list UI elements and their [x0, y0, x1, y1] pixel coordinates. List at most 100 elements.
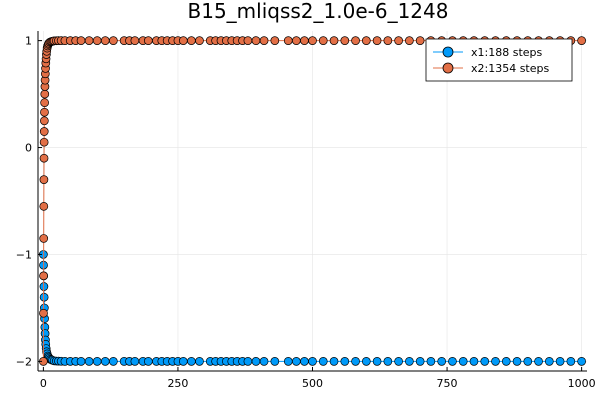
- y-tick-label: 0: [25, 142, 32, 155]
- series-layer: [39, 36, 586, 366]
- data-point: [308, 357, 317, 366]
- data-point: [469, 357, 479, 366]
- data-point: [351, 357, 360, 366]
- data-point: [292, 36, 301, 45]
- data-point: [270, 36, 280, 45]
- data-point: [243, 357, 253, 366]
- data-point: [259, 357, 269, 366]
- data-point: [130, 36, 140, 45]
- series-1: [39, 250, 586, 366]
- data-point: [84, 357, 94, 366]
- data-point: [292, 357, 301, 366]
- data-point: [480, 357, 490, 366]
- chart-title: B15_mliqss2_1.0e-6_1248: [188, 0, 449, 23]
- data-point: [383, 36, 393, 45]
- data-point: [187, 36, 196, 45]
- data-point: [437, 357, 447, 366]
- data-point: [92, 36, 102, 45]
- data-point: [300, 357, 309, 366]
- data-point: [340, 36, 350, 45]
- data-point: [143, 357, 153, 366]
- data-point: [283, 357, 293, 366]
- data-point: [39, 175, 49, 184]
- data-point: [39, 116, 49, 126]
- data-point: [426, 357, 436, 366]
- axes: [37, 31, 587, 372]
- data-point: [308, 36, 317, 45]
- x-tick-label: 250: [167, 377, 188, 390]
- data-point: [415, 357, 425, 366]
- data-point: [361, 36, 371, 45]
- data-point: [318, 357, 328, 366]
- data-point: [92, 357, 102, 366]
- data-point: [108, 357, 118, 366]
- data-point: [523, 357, 533, 366]
- x-tick-label: 500: [302, 377, 323, 390]
- grid: [38, 31, 587, 371]
- data-point: [501, 357, 511, 366]
- data-point: [415, 36, 425, 45]
- data-point: [40, 107, 49, 117]
- legend-marker-x1: [442, 46, 454, 58]
- data-point: [270, 357, 280, 366]
- data-point: [372, 357, 382, 366]
- data-point: [39, 271, 48, 281]
- data-point: [383, 357, 393, 366]
- data-point: [405, 357, 414, 366]
- data-point: [577, 36, 586, 45]
- data-point: [340, 357, 350, 366]
- data-point: [300, 36, 309, 45]
- data-point: [458, 357, 468, 366]
- data-point: [405, 36, 414, 45]
- data-point: [577, 357, 586, 366]
- data-point: [76, 357, 86, 366]
- data-point: [143, 36, 153, 45]
- data-point: [76, 36, 86, 45]
- data-point: [251, 36, 261, 45]
- y-tick-label: −2: [16, 355, 32, 368]
- data-point: [84, 36, 94, 45]
- data-point: [39, 234, 49, 243]
- x-tick-label: 750: [437, 377, 458, 390]
- data-point: [555, 357, 565, 366]
- data-point: [178, 357, 188, 366]
- data-point: [259, 36, 269, 45]
- data-point: [39, 127, 49, 136]
- data-point: [100, 357, 110, 366]
- data-point: [329, 36, 339, 45]
- data-point: [491, 357, 500, 366]
- legend-label-x2: x2:1354 steps: [471, 62, 549, 75]
- data-point: [283, 36, 293, 45]
- data-point: [361, 357, 371, 366]
- data-point: [394, 36, 403, 45]
- data-point: [130, 357, 140, 366]
- data-point: [39, 202, 49, 211]
- data-point: [178, 36, 188, 45]
- data-point: [329, 357, 339, 366]
- data-point: [544, 357, 554, 366]
- y-tick-label: 1: [25, 35, 32, 48]
- legend-entry-x2: x2:1354 steps: [433, 62, 549, 75]
- data-point: [372, 36, 382, 45]
- data-point: [448, 357, 457, 366]
- data-point: [243, 36, 253, 45]
- x-tick-label: 1000: [568, 377, 596, 390]
- data-point: [40, 89, 50, 99]
- data-point: [566, 357, 576, 366]
- data-point: [100, 36, 110, 45]
- data-point: [351, 36, 360, 45]
- data-point: [108, 36, 118, 45]
- legend-box: [425, 38, 573, 82]
- x-tick-label: 0: [40, 377, 47, 390]
- legend-entry-x1: x1:188 steps: [433, 46, 543, 59]
- y-tick-label: −1: [16, 248, 32, 261]
- data-point: [195, 36, 204, 45]
- data-point: [187, 357, 196, 366]
- data-point: [195, 357, 204, 366]
- data-point: [39, 137, 49, 147]
- data-point: [394, 357, 403, 366]
- data-point: [318, 36, 328, 45]
- tick-labels: 0 250 500 750 1000 1 0 −1 −2: [16, 35, 596, 390]
- data-point: [40, 98, 49, 107]
